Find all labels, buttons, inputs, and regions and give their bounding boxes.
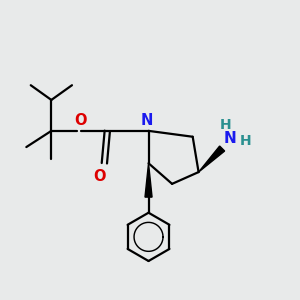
Polygon shape xyxy=(199,146,225,172)
Text: H: H xyxy=(240,134,251,148)
Polygon shape xyxy=(145,163,152,197)
Text: O: O xyxy=(75,113,87,128)
Text: N: N xyxy=(141,113,153,128)
Text: N: N xyxy=(224,131,236,146)
Text: O: O xyxy=(94,169,106,184)
Text: H: H xyxy=(220,118,232,132)
